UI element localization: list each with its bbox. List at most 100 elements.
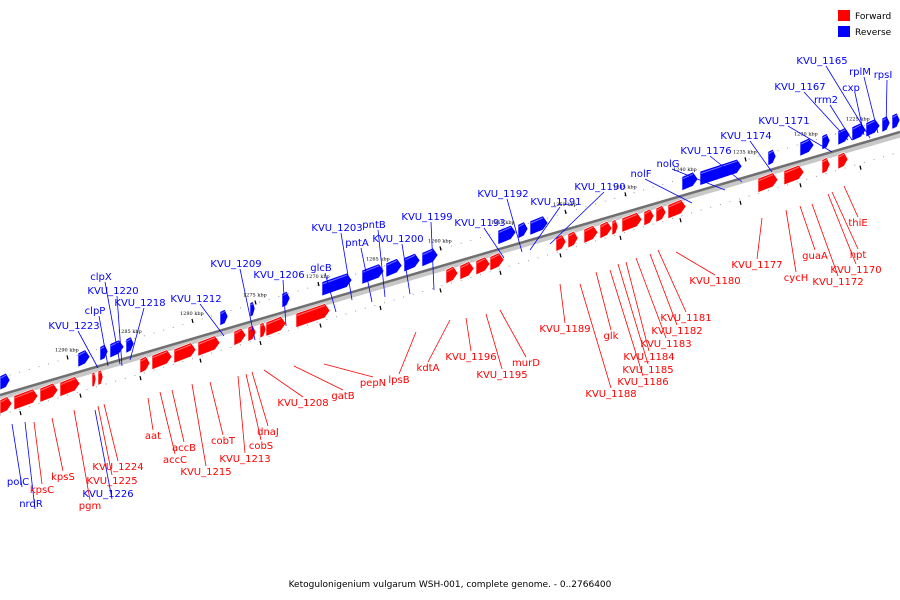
reverse-gene-label[interactable]: KVU_1176 [680,146,731,157]
reverse-gene-label[interactable]: glcB [310,263,332,274]
forward-gene-label[interactable]: KVU_1181 [660,313,711,324]
forward-gene[interactable] [0,396,13,415]
forward-gene-label[interactable]: gatB [331,391,354,402]
forward-gene[interactable] [233,327,247,347]
reverse-gene-label[interactable]: KVU_1206 [253,270,304,281]
forward-gene[interactable] [39,382,59,403]
forward-gene-label[interactable]: pgm [79,501,101,512]
reverse-gene-label[interactable]: KVU_1220 [87,286,138,297]
forward-gene-label[interactable]: murD [512,358,540,369]
forward-gene-label[interactable]: accB [172,443,196,454]
reverse-gene[interactable] [767,148,777,167]
forward-gene[interactable] [567,230,579,249]
reverse-gene[interactable] [681,171,699,192]
reverse-gene-label[interactable]: KVU_1200 [372,234,423,245]
forward-gene-label[interactable]: KVU_1180 [689,276,740,287]
reverse-gene-label[interactable]: KVU_1190 [574,182,625,193]
forward-gene-label[interactable]: KVU_1170 [830,265,881,276]
reverse-gene[interactable] [403,252,421,273]
reverse-gene-label[interactable]: KVU_1218 [114,298,165,309]
reverse-gene-label[interactable]: nrdR [19,499,43,510]
forward-gene-label[interactable]: cycH [784,273,808,284]
forward-gene[interactable] [837,151,849,170]
forward-gene-label[interactable]: guaA [802,251,828,262]
forward-gene-label[interactable]: kpsC [30,485,54,496]
reverse-gene-label[interactable]: KVU_1223 [48,321,99,332]
forward-gene[interactable] [445,265,459,285]
forward-gene-label[interactable]: thiE [848,218,867,229]
reverse-gene[interactable] [865,118,881,138]
reverse-gene[interactable] [529,215,549,236]
forward-gene-label[interactable]: lpsB [388,375,409,386]
reverse-gene-label[interactable]: cxp [842,83,860,94]
reverse-gene[interactable] [0,372,11,391]
forward-gene[interactable] [583,224,599,244]
forward-gene[interactable] [821,157,831,175]
reverse-gene-label[interactable]: nolF [631,169,652,180]
forward-gene-label[interactable]: KVU_1185 [622,365,673,376]
reverse-gene-label[interactable]: clpX [90,272,112,283]
reverse-gene[interactable] [821,133,831,151]
forward-gene-label[interactable]: KVU_1186 [617,377,668,388]
forward-gene[interactable] [555,234,567,252]
forward-gene[interactable] [643,208,655,227]
reverse-gene-label[interactable]: KVU_1174 [720,131,771,142]
forward-gene-label[interactable]: KVU_1172 [812,277,863,288]
reverse-gene-label[interactable]: clpP [85,306,106,317]
forward-gene-label[interactable]: glk [604,331,619,342]
forward-gene[interactable] [265,316,287,337]
reverse-gene-label[interactable]: KVU_1203 [311,223,362,234]
forward-gene[interactable] [459,261,475,281]
forward-gene[interactable] [59,376,81,397]
reverse-gene[interactable] [77,349,91,368]
forward-gene-label[interactable]: KVU_1224 [92,462,143,473]
forward-gene-label[interactable]: dnaJ [257,427,279,438]
forward-gene-label[interactable]: KVU_1183 [640,339,691,350]
reverse-gene-label[interactable]: KVU_1226 [82,489,133,500]
reverse-gene[interactable] [421,247,439,268]
reverse-gene-label[interactable]: KVU_1171 [758,116,809,127]
forward-gene[interactable] [611,218,619,236]
forward-gene[interactable] [475,256,491,276]
forward-gene-label[interactable]: KVU_1182 [651,326,702,337]
reverse-gene[interactable] [385,258,403,278]
forward-gene[interactable] [13,388,39,411]
reverse-gene-label[interactable]: rpsI [874,70,893,81]
forward-gene-label[interactable]: KVU_1195 [476,370,527,381]
forward-gene-label[interactable]: cobS [249,441,273,452]
forward-gene[interactable] [197,335,221,357]
forward-gene-label[interactable]: KVU_1177 [731,260,782,271]
forward-gene[interactable] [667,199,687,220]
forward-gene[interactable] [139,355,151,374]
forward-gene-label[interactable]: aat [145,431,161,442]
reverse-gene-label[interactable]: pntA [345,238,369,249]
forward-gene[interactable] [489,252,505,272]
reverse-gene-label[interactable]: pntB [362,220,386,231]
forward-gene[interactable] [599,220,613,240]
reverse-gene-label[interactable]: rrm2 [814,95,838,106]
reverse-gene-label[interactable]: KVU_1192 [477,189,528,200]
forward-gene[interactable] [621,212,643,233]
reverse-gene[interactable] [799,137,815,157]
forward-gene[interactable] [173,342,197,364]
reverse-gene-label[interactable]: rplM [849,67,871,78]
reverse-gene-label[interactable]: KVU_1212 [170,294,221,305]
reverse-gene-label[interactable]: nolG [657,159,680,170]
reverse-gene-label[interactable]: KVU_1199 [401,212,452,223]
forward-gene-label[interactable]: KVU_1225 [86,476,137,487]
forward-gene-label[interactable]: kpsS [51,472,75,483]
forward-gene-label[interactable]: cobT [211,436,236,447]
forward-gene[interactable] [97,369,104,386]
reverse-gene-label[interactable]: KVU_1165 [796,56,847,67]
forward-gene-label[interactable]: KVU_1196 [445,352,496,363]
reverse-gene-label[interactable]: KVU_1191 [530,197,581,208]
forward-gene[interactable] [655,205,667,223]
forward-gene[interactable] [151,349,173,371]
forward-gene-label[interactable]: pepN [360,378,386,389]
forward-gene-label[interactable]: hpt [850,250,867,261]
forward-gene-label[interactable]: KVU_1215 [180,467,231,478]
reverse-gene-label[interactable]: polC [7,477,29,488]
reverse-gene[interactable] [699,158,743,186]
reverse-gene-label[interactable]: KVU_1209 [210,259,261,270]
forward-gene[interactable] [295,303,331,328]
